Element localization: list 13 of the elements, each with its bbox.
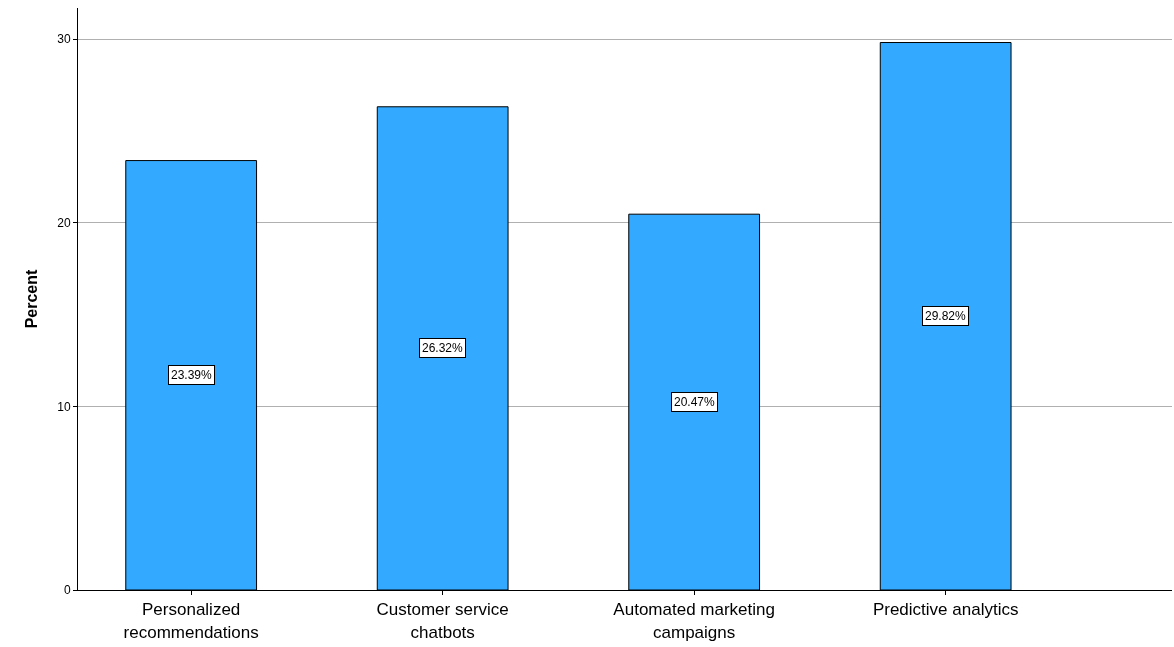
data-label: 23.39% [171,368,213,382]
x-tick-label: Personalized recommendations [123,600,259,642]
data-label: 20.47% [674,395,716,409]
x-tick-label: Automated marketing campaigns [613,600,775,642]
y-tick-label: 30 [57,32,71,47]
x-tick-label: Customer service chatbots [376,600,509,642]
y-axis-title: Percent [23,268,41,329]
x-tick-label: Predictive analytics [872,600,1019,620]
y-tick-label: 20 [57,216,71,231]
y-tick-label: 10 [57,399,71,414]
data-label: 26.32% [422,341,464,355]
y-tick-label: 0 [63,583,71,598]
data-label: 29.82% [925,309,967,323]
